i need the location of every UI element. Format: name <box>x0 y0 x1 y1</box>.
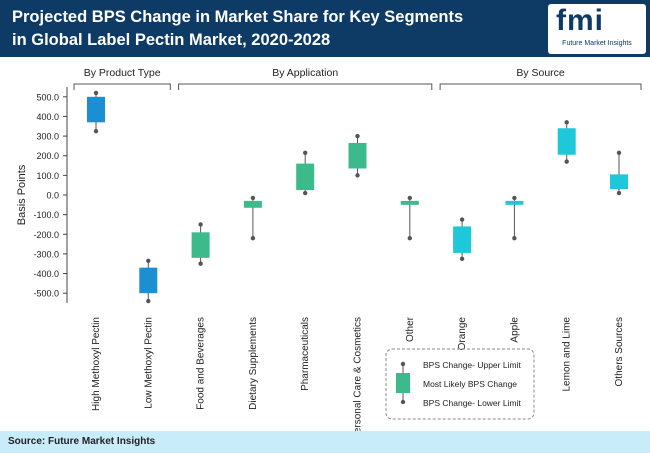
logo-subtitle: Future Market Insights <box>562 40 632 47</box>
y-axis-label: Basis Points <box>16 164 28 225</box>
y-tick-label: 300.0 <box>36 132 59 142</box>
likely-range-box <box>400 200 419 205</box>
lower-limit-point <box>303 190 308 196</box>
y-tick-label: 100.0 <box>36 171 59 181</box>
x-category-label: Food and Beverages <box>196 317 207 410</box>
y-tick-label: 0.0 <box>46 191 59 201</box>
y-tick-label: -400.0 <box>33 269 59 279</box>
y-tick-label: -100.0 <box>33 210 59 220</box>
lower-limit-point <box>407 236 412 241</box>
likely-range-box <box>296 163 315 191</box>
upper-limit-point <box>250 195 256 201</box>
lower-limit-point <box>93 128 99 134</box>
legend-upper-label: BPS Change- Upper Limit <box>423 360 521 370</box>
likely-range-box <box>610 174 628 190</box>
upper-limit-point <box>564 120 569 125</box>
upper-limit-point <box>303 150 308 155</box>
upper-limit-point <box>512 195 517 201</box>
y-tick-label: 400.0 <box>36 112 59 122</box>
logo-text: fmi <box>556 4 604 37</box>
group-bracket <box>439 83 642 90</box>
lower-limit-point <box>459 256 465 262</box>
likely-range-box <box>557 128 576 155</box>
legend-box <box>385 348 535 420</box>
lower-limit-point <box>198 261 203 266</box>
y-tick-label: -300.0 <box>33 249 59 259</box>
chart-title: Projected BPS Change in Market Share for… <box>12 8 464 49</box>
x-category-label: Personal Care & Cosmetics <box>353 317 364 431</box>
group-label: By Source <box>516 67 565 79</box>
lower-limit-point <box>355 173 360 178</box>
x-category-label: High Methoxyl Pectin <box>91 317 102 411</box>
likely-range-box <box>87 96 105 123</box>
x-category-label: Dietary Supplements <box>248 317 259 410</box>
lower-limit-point <box>512 236 517 241</box>
chart-svg: 500.0 400.0 300.0 200.0 100.0 0.0 -100.0 -200.0… <box>16 67 642 431</box>
likely-range-box <box>191 232 210 258</box>
legend-upper-point <box>400 361 406 367</box>
source-text: Source: Future Market Insights <box>8 436 156 447</box>
lower-limit-point <box>564 159 569 164</box>
y-tick-label: 500.0 <box>36 92 59 102</box>
group-label: By Application <box>272 67 338 79</box>
upper-limit-point <box>616 150 622 155</box>
logo: fmi Future Market Insights <box>548 4 646 54</box>
upper-limit-point <box>407 195 412 201</box>
lower-limit-point <box>146 298 151 304</box>
likely-range-box <box>453 226 472 253</box>
y-tick-label: -200.0 <box>33 230 59 240</box>
lower-limit-point <box>616 190 622 196</box>
x-category-label: Orange <box>457 317 468 351</box>
x-category-label: Others Sources <box>614 317 625 386</box>
legend-box-swatch <box>396 373 410 393</box>
likely-range-box <box>348 142 367 169</box>
group-label: By Product Type <box>84 67 161 79</box>
y-tick-label: 200.0 <box>36 151 59 161</box>
likely-range-box <box>139 267 158 294</box>
legend-likely-label: Most Likely BPS Change <box>423 379 517 389</box>
x-category-label: Low Methoxyl Pectin <box>143 317 154 409</box>
header-banner: Projected BPS Change in Market Share for… <box>0 0 650 57</box>
likely-range-box <box>505 200 524 205</box>
group-bracket <box>73 83 171 90</box>
x-category-label: Lemon and Lime <box>562 317 573 392</box>
x-category-label: Other <box>405 316 416 342</box>
upper-limit-point <box>198 222 203 227</box>
upper-limit-point <box>146 258 151 263</box>
x-category-label: Apple <box>509 317 520 343</box>
group-bracket <box>178 83 433 90</box>
likely-range-box <box>243 200 262 208</box>
upper-limit-point <box>355 133 360 139</box>
upper-limit-point <box>459 217 465 222</box>
upper-limit-point <box>93 90 99 96</box>
lower-limit-point <box>250 236 256 241</box>
legend-lower-point <box>400 399 406 405</box>
x-category-label: Pharmaceuticals <box>300 317 311 391</box>
y-tick-label: -500.0 <box>33 289 59 299</box>
legend-lower-label: BPS Change- Lower Limit <box>423 398 521 408</box>
footer-bar: Source: Future Market Insights <box>0 431 650 453</box>
